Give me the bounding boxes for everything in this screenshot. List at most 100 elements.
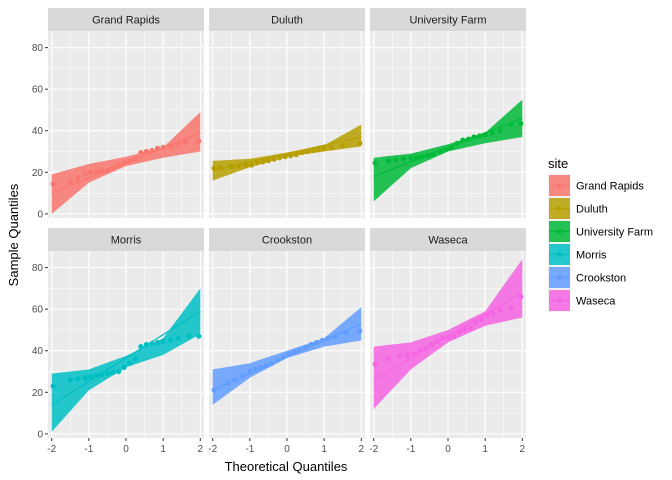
legend-label: Duluth xyxy=(576,204,608,216)
data-point xyxy=(254,160,260,166)
y-tick-label: 20 xyxy=(32,168,44,179)
strip-background xyxy=(48,228,204,251)
data-point xyxy=(138,149,144,156)
data-point xyxy=(340,142,346,148)
y-tick-label: 80 xyxy=(32,43,44,54)
x-tick-label: 0 xyxy=(445,444,451,455)
legend-item-duluth: Duluth xyxy=(548,197,608,220)
data-point xyxy=(167,337,174,343)
confidence-band xyxy=(212,307,362,405)
data-point xyxy=(328,144,335,150)
data-point xyxy=(232,377,238,383)
facet-panels: Grand Rapids Duluth University Farm Morris C… xyxy=(48,8,526,438)
data-point xyxy=(93,169,99,175)
confidence-band xyxy=(51,288,201,432)
data-point xyxy=(473,320,479,326)
data-point xyxy=(127,360,133,366)
data-point xyxy=(288,153,294,159)
x-tick-label: -2 xyxy=(369,444,378,455)
legend-label: Crookston xyxy=(576,273,626,285)
x-tick-label: -1 xyxy=(84,444,93,455)
x-tick-label: 2 xyxy=(198,444,204,455)
data-point xyxy=(419,154,425,160)
data-point xyxy=(265,158,272,164)
data-point xyxy=(304,148,311,155)
panel-waseca: Waseca xyxy=(370,228,526,438)
panel-university-farm: University Farm xyxy=(370,8,526,218)
data-point xyxy=(217,164,223,171)
legend-key-point xyxy=(556,274,563,281)
data-point xyxy=(449,144,455,150)
data-point xyxy=(460,137,466,143)
data-points xyxy=(211,140,363,171)
x-tick-label: 1 xyxy=(160,444,166,455)
x-tick-label: -1 xyxy=(245,444,254,455)
legend-item-waseca: Waseca xyxy=(548,289,616,312)
data-point xyxy=(430,152,436,158)
y-tick-label: 40 xyxy=(32,346,44,357)
data-point xyxy=(228,163,234,170)
data-point xyxy=(393,157,399,163)
data-point xyxy=(115,368,122,375)
data-point xyxy=(302,345,309,351)
data-point xyxy=(428,341,434,348)
data-point xyxy=(110,165,116,171)
data-point xyxy=(437,148,444,155)
data-point xyxy=(462,327,468,333)
reference-line xyxy=(373,117,523,178)
data-point xyxy=(314,339,320,346)
data-point xyxy=(518,120,524,127)
data-point xyxy=(297,347,303,353)
y-tick-label: 0 xyxy=(37,209,43,220)
x-tick-label: 1 xyxy=(482,444,488,455)
data-point xyxy=(211,165,217,171)
data-point xyxy=(236,163,242,169)
data-point xyxy=(260,159,266,165)
panel-morris: Morris xyxy=(48,228,204,438)
legend: site Grand Rapids Duluth University Farm Mo… xyxy=(548,156,653,312)
y-tick-label: 0 xyxy=(37,429,43,440)
data-point xyxy=(508,121,514,128)
y-tick-label: 20 xyxy=(32,388,44,399)
data-point xyxy=(269,360,275,366)
data-point xyxy=(121,364,127,370)
data-point xyxy=(332,333,338,339)
legend-key-point xyxy=(556,205,563,212)
x-tick-label: 2 xyxy=(520,444,526,455)
x-tick-label: 0 xyxy=(123,444,129,455)
data-point xyxy=(385,158,392,164)
x-tick-label: -1 xyxy=(406,444,415,455)
data-point xyxy=(175,141,181,147)
strip-label: Duluth xyxy=(271,15,303,27)
legend-label: Waseca xyxy=(576,296,616,308)
legend-label: Morris xyxy=(576,250,607,262)
data-point xyxy=(424,153,431,159)
data-point xyxy=(325,335,331,341)
legend-label: University Farm xyxy=(576,227,653,239)
data-point xyxy=(239,373,246,379)
data-point xyxy=(50,383,56,389)
legend-item-university-farm: University Farm xyxy=(548,220,653,243)
data-point xyxy=(456,329,462,335)
data-point xyxy=(93,373,99,379)
data-point xyxy=(82,170,88,176)
data-point xyxy=(404,352,410,358)
data-point xyxy=(99,168,105,174)
data-point xyxy=(276,155,283,161)
data-point xyxy=(478,316,485,323)
legend-key-point xyxy=(556,297,563,304)
data-point xyxy=(271,156,277,162)
data-point xyxy=(121,160,127,166)
data-point xyxy=(445,334,451,340)
data-point xyxy=(75,175,81,182)
data-points xyxy=(211,328,363,393)
data-point xyxy=(67,377,73,383)
panel-duluth: Duluth xyxy=(209,8,365,218)
data-point xyxy=(299,149,305,156)
data-point xyxy=(417,348,423,354)
gridlines xyxy=(370,31,526,218)
strip-background xyxy=(370,8,526,31)
y-tick-label: 60 xyxy=(32,85,44,96)
data-point xyxy=(104,370,111,377)
